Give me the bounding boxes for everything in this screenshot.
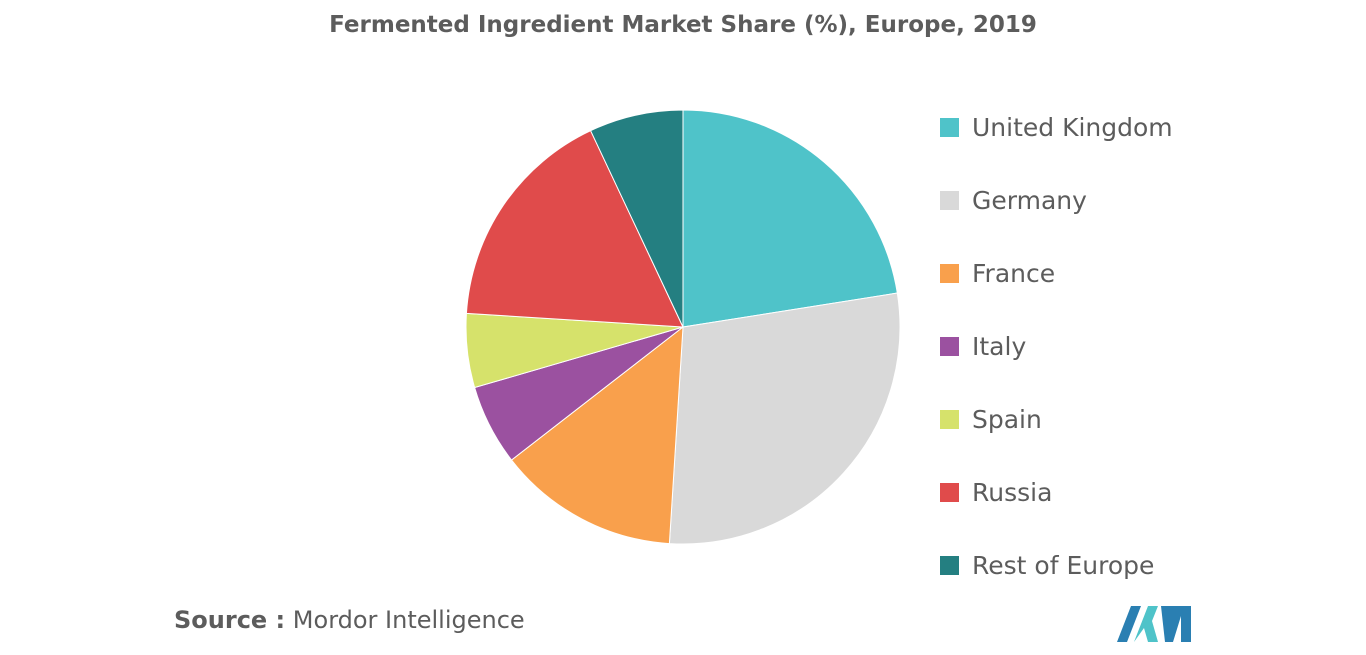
pie-slice-rest-of-europe bbox=[589, 109, 684, 328]
pie-slice-russia bbox=[465, 129, 684, 328]
legend-swatch bbox=[940, 556, 959, 575]
legend-label: United Kingdom bbox=[972, 113, 1173, 142]
legend-item: Germany bbox=[940, 164, 1173, 237]
legend-item: United Kingdom bbox=[940, 91, 1173, 164]
legend-item: France bbox=[940, 237, 1173, 310]
legend-item: Rest of Europe bbox=[940, 529, 1173, 602]
legend-label: France bbox=[972, 259, 1056, 288]
source-prefix: Source : bbox=[174, 606, 286, 634]
source-note: Source : Mordor Intelligence bbox=[174, 606, 525, 634]
legend-label: Spain bbox=[972, 405, 1042, 434]
logo-middle-shape bbox=[1134, 606, 1158, 642]
legend-swatch bbox=[940, 410, 959, 429]
mordor-intelligence-logo bbox=[1117, 606, 1191, 642]
legend-label: Rest of Europe bbox=[972, 551, 1155, 580]
logo-left-shape bbox=[1117, 606, 1141, 642]
legend-swatch bbox=[940, 264, 959, 283]
legend-item: Spain bbox=[940, 383, 1173, 456]
source-text: Mordor Intelligence bbox=[292, 606, 525, 634]
legend-item: Russia bbox=[940, 456, 1173, 529]
legend-label: Russia bbox=[972, 478, 1053, 507]
legend-swatch bbox=[940, 483, 959, 502]
logo-right-shape bbox=[1161, 606, 1191, 642]
legend-swatch bbox=[940, 191, 959, 210]
chart-title: Fermented Ingredient Market Share (%), E… bbox=[329, 12, 1037, 38]
legend-swatch bbox=[940, 118, 959, 137]
legend-item: Italy bbox=[940, 310, 1173, 383]
legend-label: Germany bbox=[972, 186, 1087, 215]
pie-slice-united-kingdom bbox=[682, 109, 898, 328]
legend-label: Italy bbox=[972, 332, 1027, 361]
pie-slice-germany bbox=[668, 292, 901, 545]
pie-slice-france bbox=[510, 325, 684, 545]
chart-legend: United Kingdom Germany France Italy Spain Rus… bbox=[940, 91, 1173, 602]
legend-swatch bbox=[940, 337, 959, 356]
